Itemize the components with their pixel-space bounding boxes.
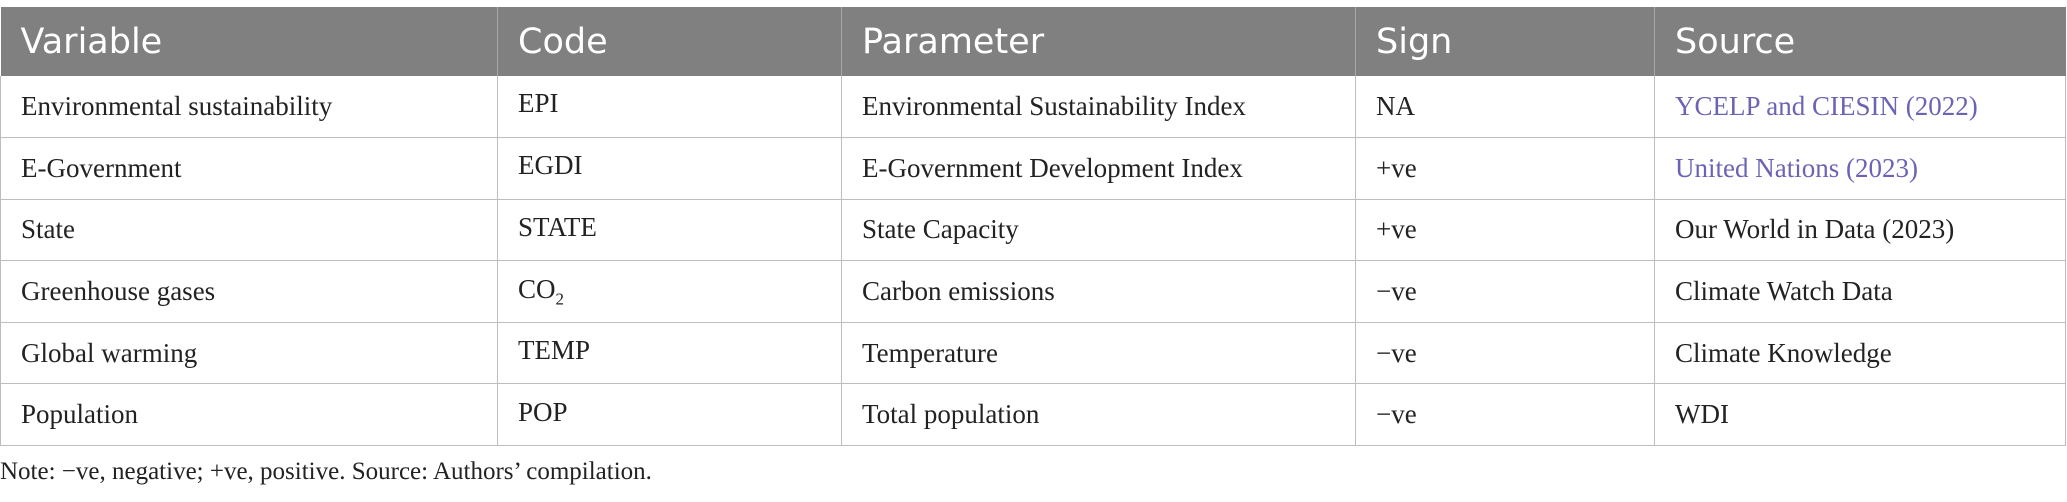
cell-sign: +ve [1355,199,1655,262]
table-row: Environmental sustainability EPI Environ… [0,76,2066,139]
cell-parameter: State Capacity [841,199,1356,262]
table-row: Global warming TEMP Temperature −ve Clim… [0,322,2066,385]
table-row: Population POP Total population −ve WDI [0,383,2066,447]
cell-sign: −ve [1355,383,1655,447]
source-link[interactable]: YCELP and CIESIN (2022) [1675,91,1978,122]
code-text: TEMP [518,334,591,365]
code-text: EGDI [518,150,583,181]
cell-source: United Nations (2023) [1654,137,2066,200]
cell-parameter: Carbon emissions [841,260,1356,323]
cell-parameter: E-Government Development Index [841,137,1356,200]
source-link[interactable]: United Nations (2023) [1675,152,1918,183]
cell-code: STATE [497,199,842,262]
cell-code: TEMP [497,322,842,385]
header-source: Source [1654,7,2066,76]
header-sign: Sign [1355,7,1655,76]
cell-code: EPI [497,76,842,139]
cell-sign: −ve [1355,260,1655,323]
source-text: Climate Knowledge [1675,337,1892,368]
cell-sign: +ve [1355,137,1655,200]
table-row: E-Government EGDI E-Government Developme… [0,137,2066,200]
cell-variable: State [0,199,498,262]
cell-parameter: Environmental Sustainability Index [841,76,1356,139]
code-text: EPI [518,88,559,119]
cell-source: Our World in Data (2023) [1654,199,2066,262]
cell-variable: Environmental sustainability [0,76,498,139]
table-header: Variable Code Parameter Sign Source [0,7,2066,76]
header-row: Variable Code Parameter Sign Source [0,7,2066,76]
cell-variable: E-Government [0,137,498,200]
cell-source: Climate Knowledge [1654,322,2066,385]
cell-code: CO2 [497,260,842,323]
cell-parameter: Total population [841,383,1356,447]
cell-variable: Population [0,383,498,447]
cell-parameter: Temperature [841,322,1356,385]
header-parameter: Parameter [841,7,1356,76]
cell-code: POP [497,383,842,447]
code-text: STATE [518,211,597,242]
table-body: Environmental sustainability EPI Environ… [0,76,2066,447]
header-variable: Variable [0,7,498,76]
header-code: Code [497,7,842,76]
table-row: State STATE State Capacity +ve Our World… [0,199,2066,262]
cell-source: YCELP and CIESIN (2022) [1654,76,2066,139]
code-subscript: 2 [555,289,565,309]
source-text: Our World in Data (2023) [1675,214,1955,245]
table-note: Note: −ve, negative; +ve, positive. Sour… [0,458,652,485]
code-text: CO [518,273,556,304]
source-text: WDI [1675,399,1729,430]
cell-source: WDI [1654,383,2066,447]
source-text: Climate Watch Data [1675,276,1893,307]
cell-source: Climate Watch Data [1654,260,2066,323]
variables-table-container: Variable Code Parameter Sign Source Envi… [0,7,2066,447]
code-text: POP [518,396,568,427]
cell-sign: −ve [1355,322,1655,385]
cell-code: EGDI [497,137,842,200]
variables-table: Variable Code Parameter Sign Source Envi… [0,7,2066,447]
cell-variable: Greenhouse gases [0,260,498,323]
cell-sign: NA [1355,76,1655,139]
table-row: Greenhouse gases CO2 Carbon emissions −v… [0,260,2066,323]
cell-variable: Global warming [0,322,498,385]
